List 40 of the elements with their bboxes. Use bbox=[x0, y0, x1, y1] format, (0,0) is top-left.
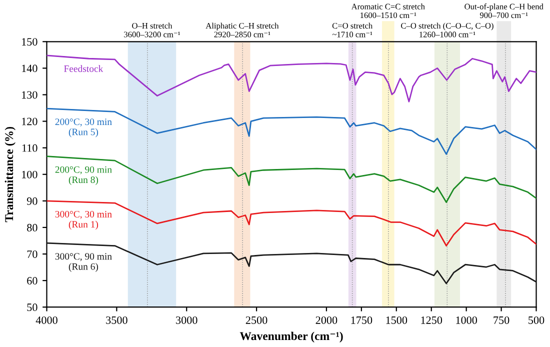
x-tick-label: 2000 bbox=[316, 316, 338, 324]
y-tick-label: 130 bbox=[22, 91, 38, 99]
y-tick-label: 140 bbox=[22, 64, 38, 72]
x-tick-label: 750 bbox=[494, 316, 510, 324]
line-series bbox=[46, 108, 536, 155]
line-series bbox=[46, 200, 536, 246]
y-tick-label: 50 bbox=[27, 304, 38, 312]
line-series bbox=[46, 242, 536, 284]
band-label: Out-of-plane C–H bend 900–700 cm⁻¹ bbox=[464, 3, 544, 18]
x-tick-label: 3000 bbox=[176, 316, 198, 324]
x-tick-label: 3500 bbox=[106, 316, 128, 324]
y-tick-label: 120 bbox=[22, 118, 38, 126]
series-label: 300°C, 30 min (Run 1) bbox=[55, 210, 112, 230]
series-label: 200°C, 90 min (Run 8) bbox=[55, 166, 112, 186]
line-series bbox=[46, 54, 536, 102]
y-tick-label: 60 bbox=[27, 277, 38, 285]
band-label: Aliphatic C–H stretch 2920–2850 cm⁻¹ bbox=[206, 22, 279, 38]
band-label: O–H stretch 3600–3200 cm⁻¹ bbox=[124, 22, 180, 38]
x-tick-label: 1250 bbox=[421, 316, 442, 324]
series-label: 200°C, 30 min (Run 5) bbox=[55, 118, 112, 138]
x-tick-label: 1000 bbox=[456, 316, 478, 324]
y-axis-title: Transmittance (%) bbox=[4, 126, 16, 222]
y-tick-label: 80 bbox=[27, 224, 38, 232]
line-series bbox=[46, 156, 536, 203]
x-tick-label: 1500 bbox=[386, 316, 408, 324]
y-tick-label: 100 bbox=[22, 170, 38, 178]
series-label: Feedstock bbox=[64, 65, 104, 72]
series-label: 300°C, 90 min (Run 6) bbox=[55, 253, 112, 272]
y-tick-label: 90 bbox=[26, 197, 38, 205]
x-tick-label: 500 bbox=[528, 316, 544, 324]
x-axis-title: Wavenumber (cm⁻¹) bbox=[240, 332, 343, 342]
x-tick-label: 1750 bbox=[351, 316, 372, 324]
x-tick-label: 4000 bbox=[36, 316, 58, 324]
y-tick-label: 150 bbox=[22, 38, 38, 46]
y-tick-label: 70 bbox=[27, 250, 38, 258]
x-tick-label: 2500 bbox=[246, 316, 268, 324]
band-label: C=O stretch ~1710 cm⁻¹ bbox=[332, 22, 373, 38]
band-label: C–O stretch (C–O–C, C–O) 1260–1000 cm⁻¹ bbox=[401, 22, 494, 38]
band-label: Aromatic C=C stretch 1600–1510 cm⁻¹ bbox=[351, 4, 425, 18]
y-tick-label: 110 bbox=[22, 144, 38, 152]
